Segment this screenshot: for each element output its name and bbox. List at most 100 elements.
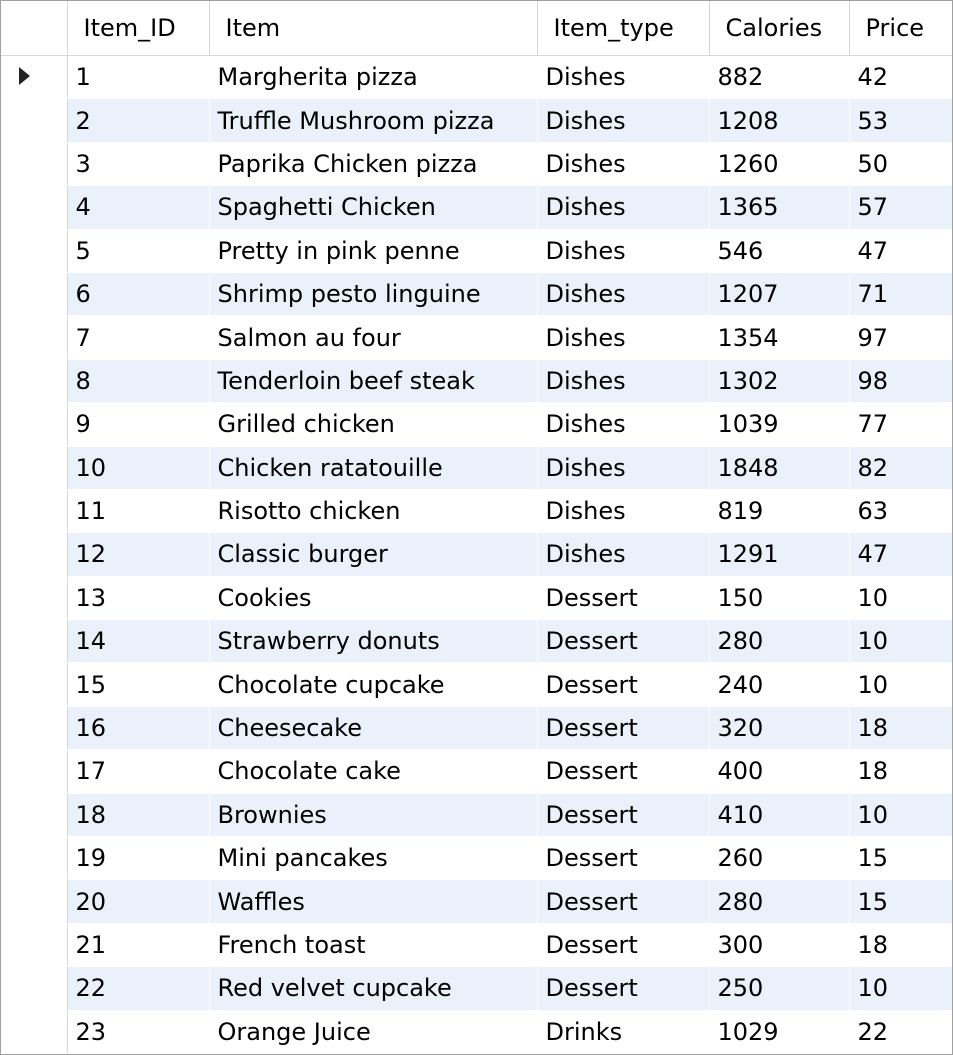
cell-item[interactable]: Chocolate cake <box>209 749 538 794</box>
cell-item-id[interactable]: 17 <box>67 749 210 794</box>
cell-item-id[interactable]: 18 <box>67 793 210 838</box>
cell-item-id[interactable]: 7 <box>67 315 210 360</box>
cell-calories[interactable]: 1029 <box>709 1010 850 1054</box>
cell-item[interactable]: Truffle Mushroom pizza <box>209 98 538 143</box>
cell-item-id[interactable]: 13 <box>67 576 210 621</box>
cell-price[interactable]: 53 <box>849 98 952 143</box>
table-row[interactable]: 2 Truffle Mushroom pizza Dishes 1208 53 <box>1 98 952 143</box>
row-selector[interactable] <box>1 706 68 751</box>
table-row[interactable]: 6 Shrimp pesto linguine Dishes 1207 71 <box>1 272 952 317</box>
cell-calories[interactable]: 250 <box>709 966 850 1011</box>
table-row[interactable]: 10 Chicken ratatouille Dishes 1848 82 <box>1 446 952 490</box>
cell-price[interactable]: 97 <box>849 315 952 360</box>
row-selector[interactable] <box>1 55 68 100</box>
cell-item-id[interactable]: 11 <box>67 489 210 534</box>
cell-item-id[interactable]: 4 <box>67 185 210 230</box>
cell-item-type[interactable]: Dishes <box>537 185 710 230</box>
cell-price[interactable]: 22 <box>849 1010 952 1054</box>
row-selector[interactable] <box>1 229 68 273</box>
cell-calories[interactable]: 1260 <box>709 142 850 187</box>
row-selector[interactable] <box>1 489 68 534</box>
row-selector[interactable] <box>1 142 68 187</box>
cell-item-type[interactable]: Dessert <box>537 923 710 968</box>
row-selector[interactable] <box>1 749 68 794</box>
cell-item-id[interactable]: 9 <box>67 402 210 447</box>
cell-item[interactable]: Risotto chicken <box>209 489 538 534</box>
table-row[interactable]: 14 Strawberry donuts Dessert 280 10 <box>1 619 952 664</box>
cell-item-id[interactable]: 3 <box>67 142 210 187</box>
cell-item-type[interactable]: Dishes <box>537 98 710 143</box>
cell-price[interactable]: 10 <box>849 662 952 707</box>
cell-price[interactable]: 15 <box>849 879 952 924</box>
column-header-price[interactable]: Price <box>849 1 952 56</box>
cell-price[interactable]: 82 <box>849 446 952 490</box>
cell-item-type[interactable]: Dishes <box>537 446 710 490</box>
cell-price[interactable]: 10 <box>849 576 952 621</box>
row-selector[interactable] <box>1 923 68 968</box>
cell-item-id[interactable]: 10 <box>67 446 210 490</box>
cell-item-type[interactable]: Dessert <box>537 576 710 621</box>
table-row[interactable]: 23 Orange Juice Drinks 1029 22 <box>1 1010 952 1054</box>
table-row[interactable]: 13 Cookies Dessert 150 10 <box>1 576 952 621</box>
cell-item[interactable]: Salmon au four <box>209 315 538 360</box>
cell-calories[interactable]: 280 <box>709 879 850 924</box>
cell-item-id[interactable]: 23 <box>67 1010 210 1054</box>
cell-calories[interactable]: 1848 <box>709 446 850 490</box>
cell-item[interactable]: Margherita pizza <box>209 55 538 100</box>
cell-item-id[interactable]: 21 <box>67 923 210 968</box>
table-row[interactable]: 20 Waffles Dessert 280 15 <box>1 879 952 924</box>
cell-item-id[interactable]: 8 <box>67 359 210 404</box>
cell-item-type[interactable]: Dishes <box>537 402 710 447</box>
column-header-item[interactable]: Item <box>209 1 538 56</box>
cell-price[interactable]: 47 <box>849 532 952 577</box>
cell-price[interactable]: 10 <box>849 793 952 838</box>
cell-calories[interactable]: 1208 <box>709 98 850 143</box>
table-row[interactable]: 1 Margherita pizza Dishes 882 42 <box>1 55 952 100</box>
table-row[interactable]: 11 Risotto chicken Dishes 819 63 <box>1 489 952 534</box>
cell-price[interactable]: 77 <box>849 402 952 447</box>
row-selector[interactable] <box>1 879 68 924</box>
row-selector[interactable] <box>1 966 68 1011</box>
cell-item-id[interactable]: 6 <box>67 272 210 317</box>
cell-price[interactable]: 10 <box>849 619 952 664</box>
row-selector[interactable] <box>1 446 68 490</box>
cell-calories[interactable]: 1302 <box>709 359 850 404</box>
row-selector[interactable] <box>1 662 68 707</box>
cell-item-type[interactable]: Dishes <box>537 272 710 317</box>
table-row[interactable]: 5 Pretty in pink penne Dishes 546 47 <box>1 229 952 273</box>
cell-item[interactable]: Strawberry donuts <box>209 619 538 664</box>
cell-calories[interactable]: 1365 <box>709 185 850 230</box>
cell-item-type[interactable]: Dishes <box>537 359 710 404</box>
cell-price[interactable]: 50 <box>849 142 952 187</box>
cell-calories[interactable]: 1039 <box>709 402 850 447</box>
cell-item-type[interactable]: Dishes <box>537 489 710 534</box>
row-selector[interactable] <box>1 185 68 230</box>
cell-item-id[interactable]: 19 <box>67 836 210 881</box>
cell-item[interactable]: French toast <box>209 923 538 968</box>
table-row[interactable]: 18 Brownies Dessert 410 10 <box>1 793 952 838</box>
cell-calories[interactable]: 400 <box>709 749 850 794</box>
cell-calories[interactable]: 300 <box>709 923 850 968</box>
cell-item-type[interactable]: Dessert <box>537 879 710 924</box>
table-row[interactable]: 17 Chocolate cake Dessert 400 18 <box>1 749 952 794</box>
cell-item-type[interactable]: Dessert <box>537 619 710 664</box>
cell-calories[interactable]: 260 <box>709 836 850 881</box>
cell-item[interactable]: Pretty in pink penne <box>209 229 538 273</box>
cell-item-id[interactable]: 14 <box>67 619 210 664</box>
cell-item[interactable]: Grilled chicken <box>209 402 538 447</box>
row-selector[interactable] <box>1 402 68 447</box>
table-row[interactable]: 4 Spaghetti Chicken Dishes 1365 57 <box>1 185 952 230</box>
cell-item-id[interactable]: 12 <box>67 532 210 577</box>
cell-item-type[interactable]: Dessert <box>537 706 710 751</box>
cell-item-type[interactable]: Dishes <box>537 229 710 273</box>
cell-item-type[interactable]: Dessert <box>537 966 710 1011</box>
cell-calories[interactable]: 320 <box>709 706 850 751</box>
row-selector[interactable] <box>1 793 68 838</box>
cell-item-id[interactable]: 15 <box>67 662 210 707</box>
cell-item-id[interactable]: 22 <box>67 966 210 1011</box>
row-selector[interactable] <box>1 1010 68 1054</box>
cell-item[interactable]: Chocolate cupcake <box>209 662 538 707</box>
cell-calories[interactable]: 1291 <box>709 532 850 577</box>
cell-calories[interactable]: 1354 <box>709 315 850 360</box>
cell-item[interactable]: Tenderloin beef steak <box>209 359 538 404</box>
